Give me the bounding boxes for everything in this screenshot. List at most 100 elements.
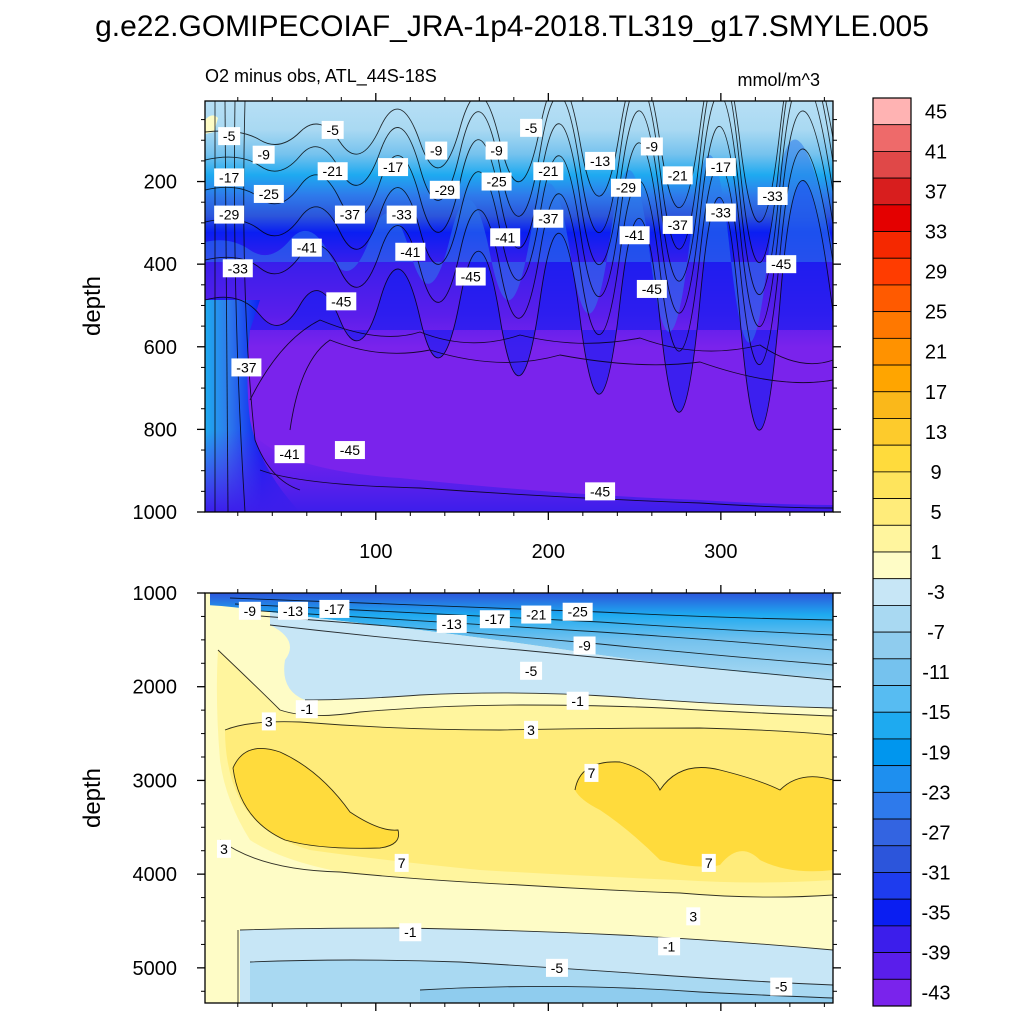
upper-y-tick-label: 600: [144, 337, 177, 359]
colorbar-label: -27: [922, 822, 951, 844]
colorbar-box: [872, 498, 912, 526]
colorbar-label: -15: [922, 702, 951, 724]
lower-contour-label: 7: [394, 853, 409, 872]
colorbar-box: [872, 738, 912, 767]
colorbar-label: -19: [922, 742, 951, 764]
colorbar-label: -43: [922, 983, 951, 1005]
upper-panel: O2 minus obs, ATL_44S-18S mmol/m^3: [79, 66, 841, 563]
colorbar-label: 1: [930, 542, 941, 564]
lower-contour-label-text: -5: [551, 960, 564, 976]
upper-axes: 100 200 300 200 400 600 800 1000: [133, 93, 841, 563]
upper-contour-label: -37: [334, 205, 365, 224]
upper-contour-label-text: -45: [340, 442, 360, 458]
colorbar-label: 13: [925, 422, 947, 444]
lower-contour-label: 3: [261, 712, 276, 731]
upper-contour-label-text: -17: [711, 159, 731, 175]
colorbar-label: -39: [922, 943, 951, 965]
lower-contour-label-text: 3: [689, 908, 697, 924]
lower-contour-label-text: -1: [404, 924, 417, 940]
upper-contour-label-text: -33: [392, 207, 412, 223]
upper-contour-label-text: -45: [642, 281, 662, 297]
lower-contour-label-text: 7: [705, 855, 713, 871]
upper-y-tick-label: 400: [144, 254, 177, 276]
upper-contour-label-text: -17: [383, 159, 403, 175]
lower-contour-label-text: -1: [301, 701, 314, 717]
colorbar-box: [872, 177, 912, 206]
upper-contour-label-text: -29: [219, 207, 239, 223]
lower-contour-label: 3: [686, 907, 701, 926]
colorbar-box: [872, 551, 912, 580]
lower-contour-label: -5: [520, 661, 543, 680]
lower-contour-label: -1: [399, 923, 422, 942]
upper-contour-label: -5: [218, 127, 241, 146]
upper-contour-label-text: -41: [495, 229, 515, 245]
upper-contour-label: -37: [231, 358, 262, 377]
lower-contour-label: -5: [545, 958, 568, 977]
lower-contour-label: -1: [295, 700, 318, 719]
lower-contour-label: 7: [701, 853, 716, 872]
upper-contour-label-text: -21: [668, 167, 688, 183]
upper-contour-label: -45: [326, 292, 357, 311]
colorbar-box: [872, 311, 912, 339]
upper-x-tick-label: 300: [704, 541, 737, 563]
upper-x-tick-label: 100: [359, 541, 392, 563]
upper-contour-label-text: -33: [228, 260, 248, 276]
colorbar-box: [872, 818, 912, 847]
colorbar-label: -11: [922, 662, 949, 684]
lower-axes: 1000 2000 3000 4000 5000: [133, 583, 841, 1011]
upper-contour-label: -37: [533, 209, 564, 228]
upper-contour-label-text: -41: [624, 227, 644, 243]
upper-contour-label-text: -41: [297, 240, 317, 256]
colorbar-box: [872, 605, 912, 633]
lower-contour-label-text: -17: [485, 611, 505, 627]
lower-y-tick-label: 5000: [133, 958, 178, 980]
upper-y-tick-label: 1000: [133, 502, 178, 524]
lower-contour-label-text: -25: [568, 604, 588, 620]
upper-contour-label-text: -33: [762, 188, 782, 204]
upper-contour-label-text: -5: [326, 122, 339, 138]
colorbar-box: [872, 872, 912, 900]
colorbar-label: -7: [927, 622, 945, 644]
figure-title: g.e22.GOMIPECOIAF_JRA-1p4-2018.TL319_g17…: [95, 10, 929, 43]
upper-contour-label: -17: [705, 158, 736, 177]
lower-plot-frame: [204, 592, 834, 1004]
lower-contour-label: -17: [479, 610, 510, 629]
upper-contour-label: -5: [520, 118, 543, 137]
colorbar-label: -35: [922, 903, 951, 925]
colorbar-frame: [872, 97, 912, 1007]
colorbar: 45 41 37 33 29 25 21 17 13 9 5 1 -3 -7 -11 -15 -19 -23 -27…: [872, 97, 951, 1007]
upper-contour-label: -45: [585, 482, 616, 501]
upper-contour-label: -9: [640, 137, 663, 156]
upper-contour-label-text: -9: [430, 143, 443, 159]
upper-contour-label-text: -9: [646, 138, 659, 154]
colorbar-box: [872, 685, 912, 713]
colorbar-box: [872, 337, 912, 366]
colorbar-label: 17: [925, 382, 947, 404]
colorbar-box: [872, 444, 912, 473]
colorbar-label: 21: [925, 342, 947, 364]
lower-contour-label: -1: [566, 691, 589, 710]
lower-contour-label: 3: [524, 720, 539, 739]
lower-contour-label: -9: [573, 636, 596, 655]
lower-contour-label-text: 7: [588, 765, 596, 781]
upper-contour-label-text: -37: [236, 359, 256, 375]
upper-contour-label: -37: [662, 215, 693, 234]
upper-y-tick-label: 800: [144, 419, 177, 441]
colorbar-box: [872, 524, 912, 553]
colorbar-box: [872, 711, 912, 740]
lower-contour-label-text: -5: [775, 979, 788, 995]
upper-x-tick-label: 200: [532, 541, 565, 563]
colorbar-box: [872, 418, 912, 446]
lower-contour-label: -25: [562, 602, 593, 621]
colorbar-box: [872, 952, 912, 980]
upper-contour-label: -21: [533, 162, 564, 181]
lower-contour-label: -13: [436, 614, 467, 633]
upper-contour-label-text: -13: [590, 153, 610, 169]
lower-contour-label-text: -1: [571, 693, 584, 709]
upper-contour-label-text: -45: [461, 269, 481, 285]
colorbar-box: [872, 97, 912, 126]
upper-contour-label: -13: [585, 151, 616, 170]
colorbar-box: [872, 658, 912, 686]
colorbar-box: [872, 204, 912, 232]
